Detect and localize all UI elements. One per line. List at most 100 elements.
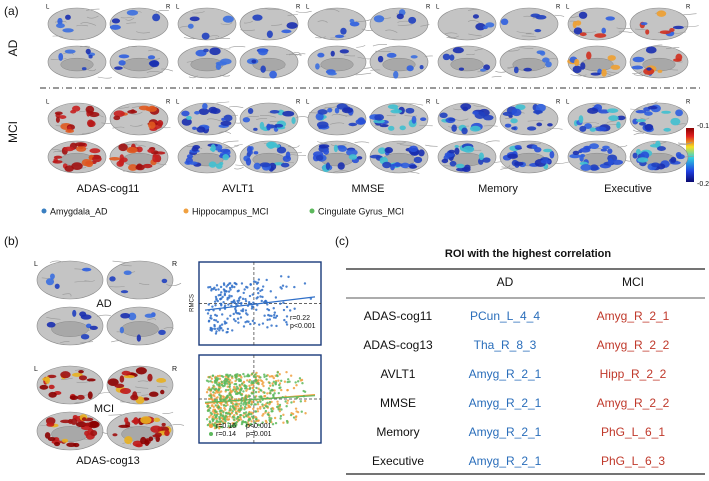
scatter-point <box>269 290 272 293</box>
scatter-point <box>214 409 217 413</box>
scatter-point <box>220 291 223 294</box>
gyrus <box>477 70 488 73</box>
scatter-point <box>259 405 262 409</box>
brain-surface <box>369 7 429 41</box>
scatter-point <box>294 407 298 410</box>
activation-blob <box>147 148 155 153</box>
scatter-point <box>237 289 240 292</box>
scatter-point <box>212 415 215 418</box>
activation-blob <box>472 14 479 19</box>
legend-label: Hippocampus_MCI <box>192 206 269 216</box>
scatter-point <box>240 393 243 397</box>
gyrus <box>108 285 125 288</box>
panel-label: (c) <box>335 234 349 248</box>
scatter-point <box>209 380 212 383</box>
scatter-point <box>233 408 236 411</box>
scatter-point <box>227 375 230 379</box>
scatter-point <box>259 289 262 293</box>
scatter-point <box>273 416 277 420</box>
scatter-point <box>252 407 255 411</box>
scatter-point <box>257 278 261 281</box>
scatter-point <box>235 403 238 406</box>
scatter-point <box>228 294 231 297</box>
activation-blob <box>511 126 517 130</box>
gyrus <box>343 54 356 57</box>
gyrus <box>516 31 532 34</box>
activation-blob <box>384 147 393 154</box>
scatter-point <box>274 296 278 299</box>
brain-view <box>629 101 689 136</box>
scatter-point <box>219 293 222 297</box>
scatter-point <box>256 407 259 411</box>
activation-blob <box>282 110 295 117</box>
brain-view <box>369 140 438 174</box>
gyrus <box>354 141 370 144</box>
column-header: AD <box>497 275 514 289</box>
brain-view <box>567 7 633 41</box>
gyrus <box>355 72 372 76</box>
scatter-point <box>256 403 260 406</box>
activation-blob <box>246 145 252 154</box>
activation-blob <box>317 52 325 58</box>
scatter-point <box>233 281 236 285</box>
gyrus <box>156 385 168 388</box>
activation-blob <box>209 147 216 152</box>
scatter-point <box>303 399 307 403</box>
activation-blob <box>65 129 75 133</box>
activation-blob <box>109 24 121 30</box>
activation-blob <box>500 18 509 26</box>
activation-blob <box>119 154 124 162</box>
activation-blob <box>269 109 280 114</box>
scatter-point <box>253 396 257 399</box>
group-label: MCI <box>94 403 114 415</box>
brain-surface <box>307 7 367 41</box>
scatter-point <box>302 389 305 393</box>
activation-blob <box>649 143 661 148</box>
scatter-point <box>228 296 231 299</box>
gyrus <box>86 8 100 11</box>
scatter-point <box>271 384 275 387</box>
activation-blob <box>337 162 345 170</box>
activation-blob <box>579 32 587 37</box>
activation-blob <box>247 107 254 114</box>
activation-blob <box>439 112 448 119</box>
activation-blob <box>590 72 601 76</box>
gyrus <box>97 76 112 79</box>
scatter-point <box>285 285 288 288</box>
scatter-point <box>221 385 225 388</box>
scatter-point <box>266 307 269 311</box>
activation-blob <box>580 153 586 158</box>
scatter-point <box>299 379 303 382</box>
activation-blob <box>82 422 93 427</box>
activation-blob <box>601 68 607 77</box>
stat-label: p<0.001 <box>290 323 316 330</box>
activation-blob <box>399 125 406 131</box>
activation-blob <box>317 109 328 115</box>
scatter-point <box>285 323 289 326</box>
scatter-point <box>234 382 238 386</box>
activation-blob <box>458 67 465 71</box>
activation-blob <box>55 116 60 123</box>
scatter-point <box>210 396 213 399</box>
scatter-point <box>207 380 210 383</box>
scatter-point <box>210 287 213 291</box>
scatter-point <box>244 403 248 406</box>
activation-blob <box>164 430 170 437</box>
gyrus <box>521 35 537 38</box>
activation-blob <box>448 149 455 154</box>
activation-blob <box>444 152 454 158</box>
activation-blob <box>114 383 125 388</box>
gyrus <box>425 144 438 147</box>
activation-blob <box>513 66 519 74</box>
activation-blob <box>589 143 599 150</box>
gyrus <box>119 264 132 267</box>
activation-blob <box>76 394 85 400</box>
scatter-point <box>272 380 276 383</box>
activation-blob <box>85 48 91 55</box>
scatter-point <box>230 401 233 404</box>
brain-view <box>106 365 174 405</box>
scatter-point <box>289 413 293 417</box>
hemisphere-label: R <box>172 366 177 373</box>
scatter-point <box>255 417 258 421</box>
scatter-point <box>220 403 223 406</box>
